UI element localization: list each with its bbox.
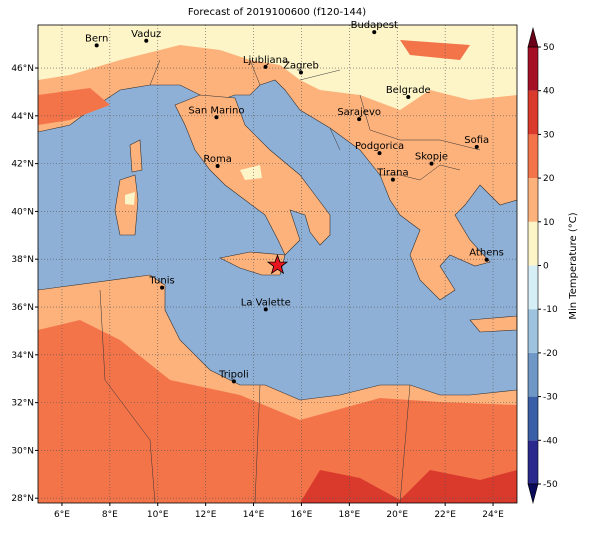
lat-tick-label: 44°N bbox=[11, 112, 34, 122]
city-dot bbox=[484, 257, 489, 262]
lat-tick-label: 30°N bbox=[11, 446, 34, 456]
city-dot bbox=[215, 164, 220, 169]
lon-tick-label: 24°E bbox=[482, 510, 504, 520]
colorbar-tick-label: -20 bbox=[543, 349, 558, 359]
title: Forecast of 2019100600 (f120-144) bbox=[188, 7, 366, 18]
colorbar-band bbox=[528, 440, 538, 484]
city-dot bbox=[298, 70, 303, 75]
lat-tick-label: 34°N bbox=[11, 351, 34, 361]
lat-tick-label: 40°N bbox=[11, 207, 34, 217]
city-label: Vaduz bbox=[131, 29, 161, 40]
colorbar-tick-label: 50 bbox=[543, 43, 555, 53]
lat-tick-label: 42°N bbox=[11, 160, 34, 170]
lon-tick-label: 10°E bbox=[147, 510, 169, 520]
city-label: Podgorica bbox=[355, 141, 404, 152]
city-dot bbox=[406, 94, 411, 99]
city-label: Roma bbox=[203, 154, 232, 165]
colorbar-band bbox=[528, 396, 538, 441]
city-label: Budapest bbox=[351, 20, 398, 31]
city-dot bbox=[160, 285, 165, 290]
city-dot bbox=[377, 151, 382, 156]
map-frame bbox=[37, 24, 518, 504]
colorbar-tick-label: 40 bbox=[543, 87, 555, 97]
colorbar-extend bbox=[527, 483, 539, 505]
city-dot bbox=[231, 379, 236, 384]
lat-tick-label: 46°N bbox=[11, 64, 34, 74]
city-label: Skopje bbox=[415, 152, 448, 163]
lat-tick-label: 28°N bbox=[11, 494, 34, 504]
colorbar-band bbox=[528, 265, 538, 310]
city-label: Sarajevo bbox=[337, 107, 381, 118]
colorbar-band bbox=[528, 178, 538, 222]
lon-tick-label: 16°E bbox=[291, 510, 313, 520]
colorbar-band bbox=[528, 352, 538, 397]
lat-tick-label: 32°N bbox=[11, 399, 34, 409]
lat-tick-label: 38°N bbox=[11, 255, 34, 265]
city-dot bbox=[390, 177, 395, 182]
city-dot bbox=[474, 144, 479, 149]
lon-tick-label: 8°E bbox=[102, 510, 118, 520]
colorbar-tick-label: -10 bbox=[543, 305, 558, 315]
graticule: 6°E 8°E 10°E 12°E 14°E 16°E 18°E 20°E 22°E 24°E 28… bbox=[11, 25, 517, 520]
colorbar-label: Min Temperature (°C) bbox=[568, 212, 579, 319]
colorbar-band bbox=[528, 90, 538, 135]
city-label: San Marino bbox=[188, 105, 244, 116]
city-dot bbox=[144, 38, 149, 43]
colorbar-tick-label: 10 bbox=[543, 218, 555, 228]
city-dot bbox=[94, 43, 99, 48]
lon-tick-label: 6°E bbox=[54, 510, 70, 520]
city-label: La Valette bbox=[241, 297, 291, 308]
city-dot bbox=[357, 117, 362, 122]
colorbar-band bbox=[528, 47, 538, 91]
lon-tick-label: 20°E bbox=[386, 510, 408, 520]
city-dot bbox=[263, 64, 268, 69]
colorbar-tick-label: 0 bbox=[543, 262, 549, 272]
colorbar-tick-label: -40 bbox=[543, 436, 558, 446]
colorbar-band bbox=[528, 134, 538, 179]
city-label: Athens bbox=[469, 248, 504, 259]
colorbar-band bbox=[528, 309, 538, 353]
city-label: Tunis bbox=[148, 276, 174, 287]
city-dot bbox=[214, 115, 219, 120]
city-label: Tripoli bbox=[218, 369, 249, 380]
city-label: Tirana bbox=[376, 168, 408, 179]
lon-tick-label: 14°E bbox=[243, 510, 265, 520]
star-marker bbox=[266, 253, 289, 275]
city-label: Bern bbox=[85, 33, 108, 44]
colorbar-extend bbox=[527, 26, 539, 48]
lon-tick-label: 12°E bbox=[195, 510, 217, 520]
city-label: Ljubljana bbox=[243, 55, 288, 66]
city-label: Belgrade bbox=[386, 85, 431, 96]
lat-tick-label: 36°N bbox=[11, 303, 34, 313]
city-dot bbox=[429, 161, 434, 166]
colorbar-tick-label: 30 bbox=[543, 130, 555, 140]
city-dot bbox=[263, 307, 268, 312]
lon-tick-label: 18°E bbox=[339, 510, 361, 520]
colorbar: -50 -40 -30 -20 -10 0 10 20 30 40 50 bbox=[527, 26, 558, 505]
lon-tick-label: 22°E bbox=[434, 510, 456, 520]
colorbar-tick-label: -50 bbox=[543, 480, 558, 490]
colorbar-tick-label: -30 bbox=[543, 393, 558, 403]
city-dot bbox=[372, 30, 377, 35]
colorbar-tick-label: 20 bbox=[543, 174, 555, 184]
city-label: Sofia bbox=[464, 135, 489, 146]
city-label: Zagreb bbox=[283, 61, 319, 72]
colorbar-band bbox=[528, 221, 538, 266]
